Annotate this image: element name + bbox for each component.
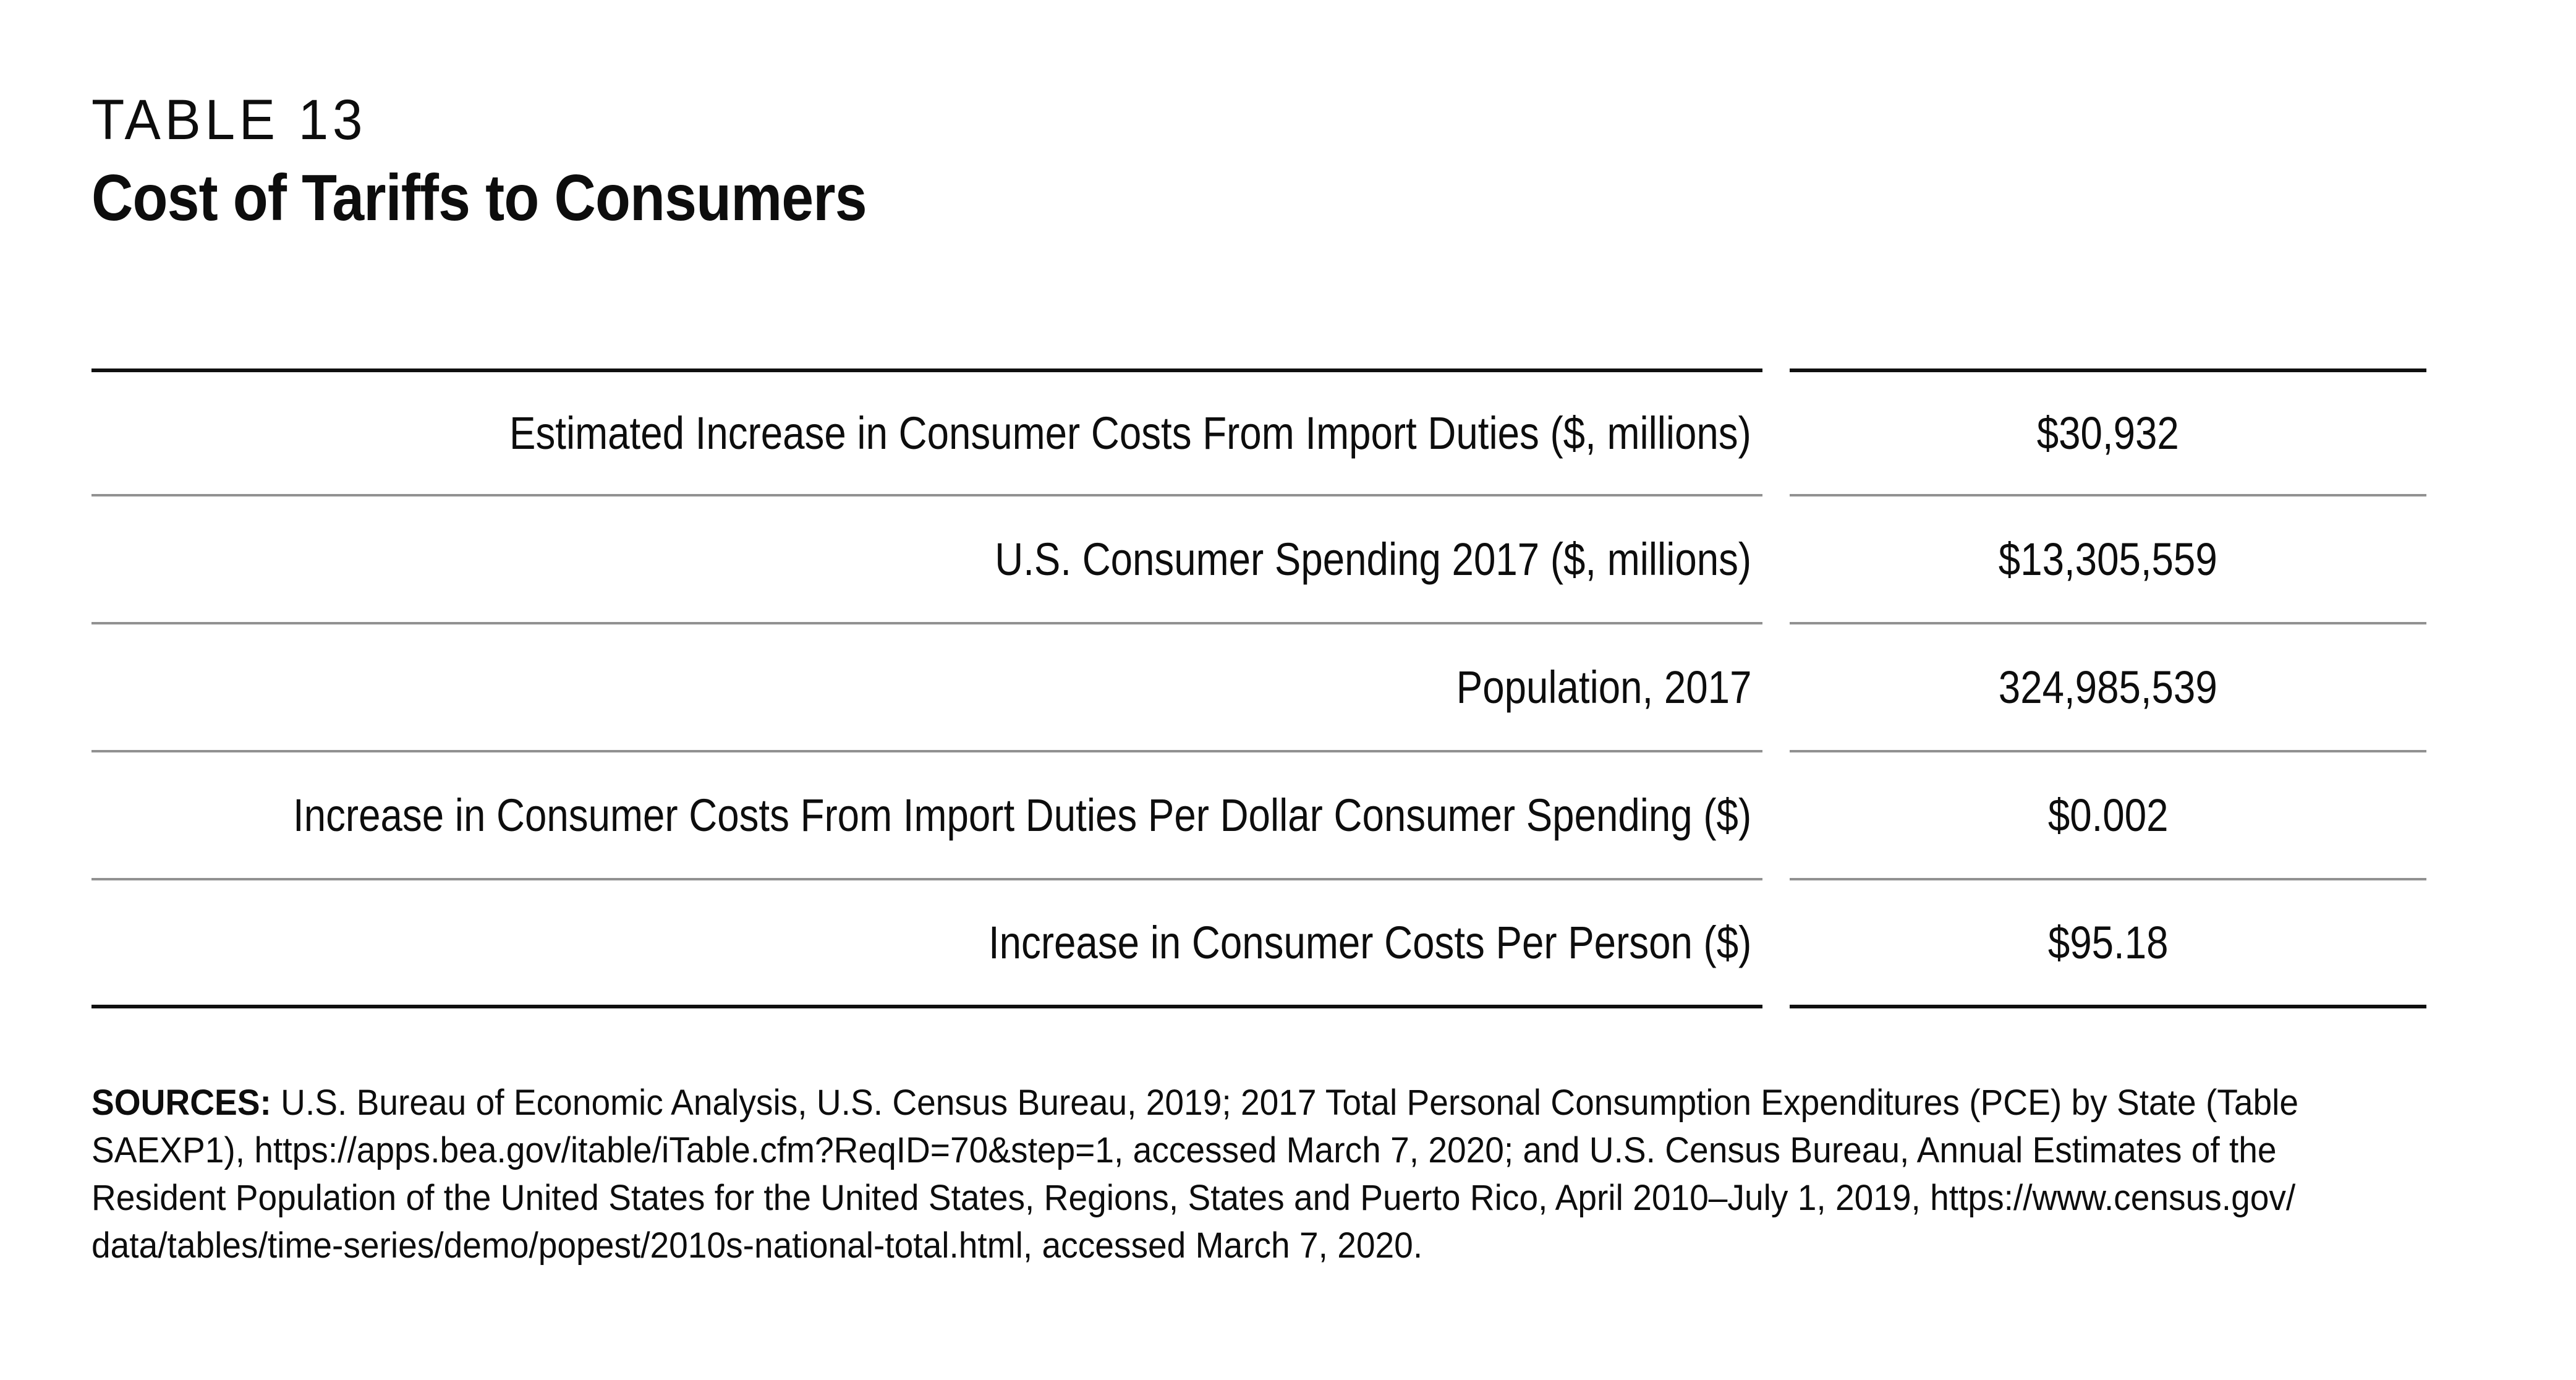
row-label: Population, 2017 [1456,662,1751,713]
page-title-text: Cost of Tariffs to Consumers [91,161,867,234]
cost-of-tariffs-table: Estimated Increase in Consumer Costs Fro… [91,368,2426,1008]
sources-line: SOURCES: U.S. Bureau of Economic Analysi… [91,1079,2298,1127]
row-label-cell: Population, 2017 [91,624,1762,752]
page-title: Cost of Tariffs to Consumers [91,161,972,236]
table-row: Increase in Consumer Costs Per Person ($… [91,880,2426,1008]
row-value-cell: 324,985,539 [1790,624,2426,752]
sources-line: Resident Population of the United States… [91,1178,2296,1218]
table-row: Estimated Increase in Consumer Costs Fro… [91,368,2426,496]
row-value: $30,932 [2036,407,2180,459]
row-value-cell: $95.18 [1790,880,2426,1008]
sources-line: SAEXP1), https://apps.bea.gov/itable/iTa… [91,1130,2277,1170]
sources-note: SOURCES: U.S. Bureau of Economic Analysi… [91,1079,2415,1269]
row-label: U.S. Consumer Spending 2017 ($, millions… [995,534,1751,585]
column-gap [1762,496,1790,624]
row-value-cell: $30,932 [1790,368,2426,496]
table-row: U.S. Consumer Spending 2017 ($, millions… [91,496,2426,624]
row-label: Increase in Consumer Costs From Import D… [292,790,1751,841]
row-label: Increase in Consumer Costs Per Person ($… [988,917,1751,968]
table-row: Population, 2017 324,985,539 [91,624,2426,752]
row-label-cell: Increase in Consumer Costs From Import D… [91,752,1762,880]
sources-line-text: U.S. Bureau of Economic Analysis, U.S. C… [281,1083,2299,1123]
table-row: Increase in Consumer Costs From Import D… [91,752,2426,880]
row-label-cell: Increase in Consumer Costs Per Person ($… [91,880,1762,1008]
column-gap [1762,624,1790,752]
column-gap [1762,752,1790,880]
row-value-cell: $0.002 [1790,752,2426,880]
row-label-cell: Estimated Increase in Consumer Costs Fro… [91,368,1762,496]
row-value: $0.002 [2047,790,2169,841]
sources-label: SOURCES: [91,1083,271,1123]
column-gap [1762,880,1790,1008]
table-number: TABLE 13 [91,88,381,153]
table-number-text: TABLE 13 [91,88,367,151]
row-value: 324,985,539 [1999,662,2217,713]
row-value: $95.18 [2047,917,2169,968]
row-value: $13,305,559 [1999,534,2217,585]
sources-line: data/tables/time-series/demo/popest/2010… [91,1225,1423,1266]
column-gap [1762,368,1790,496]
row-label: Estimated Increase in Consumer Costs Fro… [509,407,1751,459]
row-label-cell: U.S. Consumer Spending 2017 ($, millions… [91,496,1762,624]
row-value-cell: $13,305,559 [1790,496,2426,624]
